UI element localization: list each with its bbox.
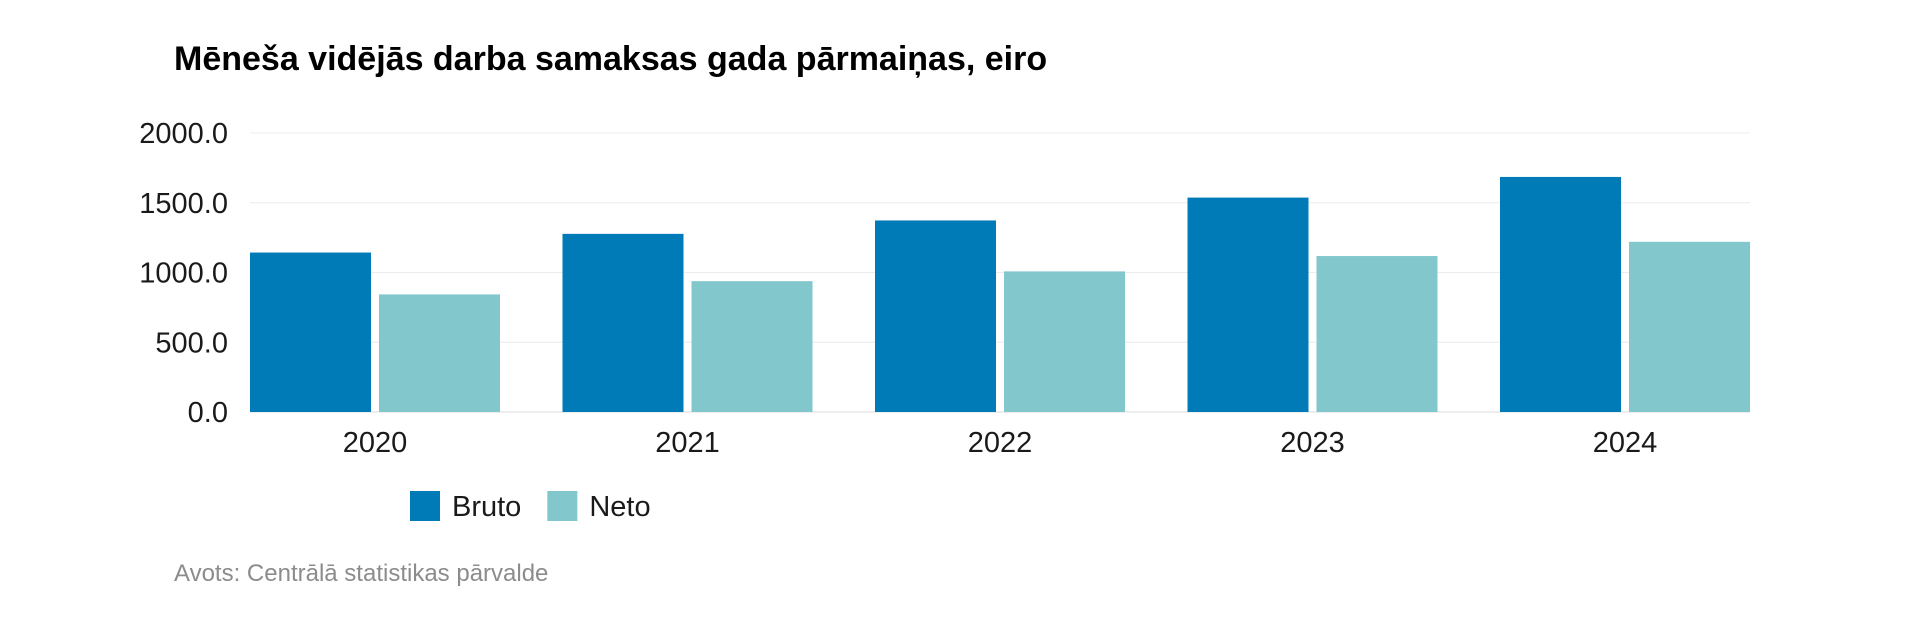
chart-title: Mēneša vidējās darba samaksas gada pārma… bbox=[174, 40, 1048, 78]
bar-bruto-2022 bbox=[875, 220, 996, 412]
bars bbox=[250, 176, 1750, 412]
bar-neto-2022 bbox=[1004, 271, 1125, 412]
bar-neto-2020 bbox=[379, 294, 500, 412]
legend-swatch-bruto bbox=[410, 491, 440, 521]
legend-label-neto: Neto bbox=[589, 491, 650, 523]
x-tick-label: 2020 bbox=[343, 427, 408, 459]
x-tick-label: 2024 bbox=[1593, 427, 1658, 459]
y-tick-label: 1500.0 bbox=[139, 188, 228, 220]
bar-bruto-2023 bbox=[1187, 197, 1309, 412]
bar-neto-2024 bbox=[1629, 241, 1750, 412]
y-tick-label: 500.0 bbox=[155, 327, 228, 359]
x-tick-label: 2022 bbox=[968, 427, 1033, 459]
x-tick-label: 2023 bbox=[1280, 427, 1345, 459]
y-tick-label: 0.0 bbox=[188, 397, 228, 429]
legend-label-bruto: Bruto bbox=[452, 491, 521, 523]
x-tick-label: 2021 bbox=[655, 427, 720, 459]
legend: Bruto Neto bbox=[410, 491, 651, 523]
y-axis: 0.0 500.0 1000.0 1500.0 2000.0 bbox=[139, 118, 228, 429]
source-note: Avots: Centrālā statistikas pārvalde bbox=[174, 560, 549, 587]
bar-bruto-2020 bbox=[250, 252, 371, 412]
bar-neto-2021 bbox=[691, 281, 813, 412]
bar-neto-2023 bbox=[1316, 256, 1438, 412]
bar-bruto-2024 bbox=[1500, 176, 1621, 412]
x-axis: 2020 2021 2022 2023 2024 bbox=[343, 427, 1658, 459]
legend-swatch-neto bbox=[547, 491, 578, 521]
y-tick-label: 1000.0 bbox=[139, 258, 228, 290]
bar-bruto-2021 bbox=[562, 233, 684, 412]
y-tick-label: 2000.0 bbox=[139, 118, 228, 150]
